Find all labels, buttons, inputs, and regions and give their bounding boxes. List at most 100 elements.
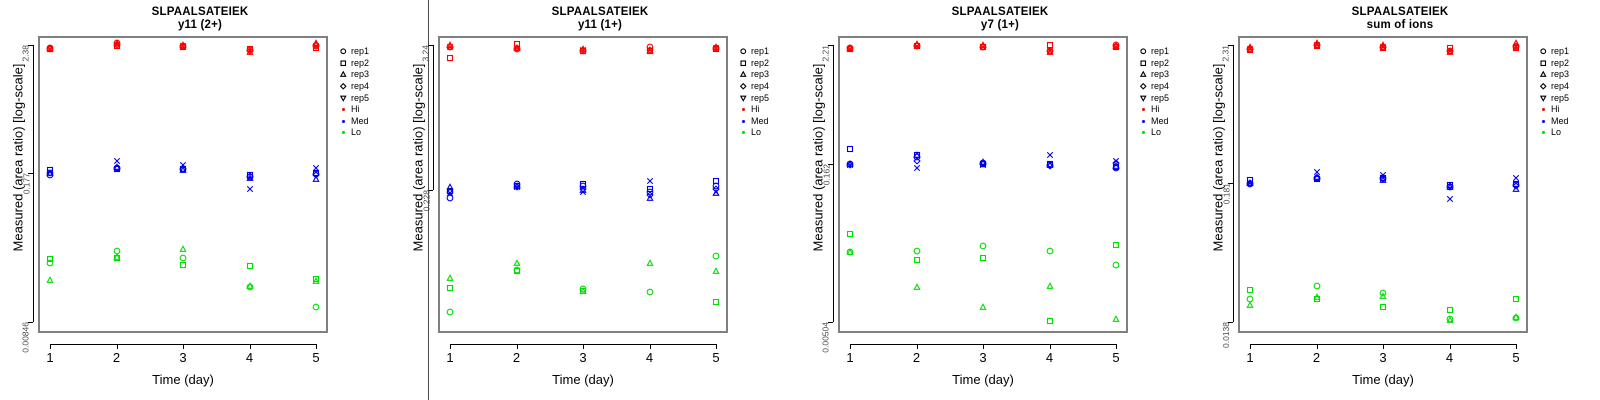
legend-item-label: rep3 bbox=[1151, 69, 1170, 80]
panel-title: SLPAALSATEIEK bbox=[951, 6, 1049, 18]
legend-item-label: rep5 bbox=[751, 92, 770, 103]
legend-item-med[interactable]: Med bbox=[1138, 116, 1198, 128]
legend-item-label: rep1 bbox=[1551, 46, 1570, 57]
legend-item-rep2[interactable]: rep2 bbox=[1538, 58, 1598, 70]
legend-item-label: rep4 bbox=[351, 81, 370, 92]
dot-icon bbox=[1538, 116, 1551, 127]
y-axis-tick bbox=[428, 190, 433, 191]
x-axis-tick-label: 1 bbox=[1246, 350, 1254, 365]
panel-subtitle: sum of ions bbox=[1366, 19, 1434, 31]
circle-icon bbox=[1538, 46, 1551, 57]
legend: rep1 rep2 rep3 rep4 rep5 Hi Med Lo bbox=[1138, 46, 1198, 139]
legend-item-rep2[interactable]: rep2 bbox=[738, 58, 798, 70]
legend: rep1 rep2 rep3 rep4 rep5 Hi Med Lo bbox=[738, 46, 798, 139]
legend-item-rep3[interactable]: rep3 bbox=[1538, 69, 1598, 81]
y-axis-tick bbox=[1228, 45, 1233, 46]
legend-item-rep3[interactable]: rep3 bbox=[1138, 69, 1198, 81]
legend-item-lo[interactable]: Lo bbox=[1538, 127, 1598, 139]
x-axis-tick-label: 2 bbox=[1312, 350, 1321, 365]
legend-item-med[interactable]: Med bbox=[1538, 116, 1598, 128]
x-axis-tick-label: 1 bbox=[46, 350, 54, 365]
legend-item-med[interactable]: Med bbox=[738, 116, 798, 128]
legend-item-label: Med bbox=[751, 115, 769, 126]
legend-item-rep2[interactable]: rep2 bbox=[338, 58, 398, 70]
y-axis-line bbox=[33, 45, 34, 322]
dot-icon bbox=[738, 104, 751, 115]
x-axis-tick bbox=[1316, 344, 1318, 349]
x-axis-tick-label: 2 bbox=[112, 350, 121, 365]
y-axis-tick-label: 0.0138 bbox=[1221, 322, 1231, 348]
panel-title: SLPAALSATEIEK bbox=[1351, 6, 1449, 18]
legend-item-rep5[interactable]: rep5 bbox=[738, 92, 798, 104]
legend-item-lo[interactable]: Lo bbox=[1138, 127, 1198, 139]
panel-title: SLPAALSATEIEK bbox=[551, 6, 649, 18]
x-axis-tick-label: 5 bbox=[712, 350, 720, 365]
legend-item-rep5[interactable]: rep5 bbox=[1138, 92, 1198, 104]
x-axis-tick-label: 5 bbox=[1112, 350, 1120, 365]
legend-item-label: Lo bbox=[1151, 127, 1162, 138]
x-axis-tick bbox=[850, 344, 851, 349]
legend-item-label: Hi bbox=[1551, 104, 1560, 115]
y-axis-tick bbox=[28, 322, 33, 323]
x-axis-tick bbox=[1250, 344, 1251, 349]
legend-item-label: rep4 bbox=[1551, 81, 1570, 92]
legend-item-rep3[interactable]: rep3 bbox=[738, 69, 798, 81]
legend-item-rep1[interactable]: rep1 bbox=[1538, 46, 1598, 58]
legend-item-rep4[interactable]: rep4 bbox=[338, 81, 398, 93]
y-axis-tick bbox=[828, 45, 833, 46]
square-icon bbox=[1138, 58, 1151, 69]
dot-icon bbox=[1138, 104, 1151, 115]
y-axis-tick bbox=[1228, 182, 1233, 184]
x-axis-tick-label: 2 bbox=[912, 350, 921, 365]
circle-icon bbox=[1138, 46, 1151, 57]
legend-item-rep4[interactable]: rep4 bbox=[1538, 81, 1598, 93]
y-axis-tick-label: 0.181 bbox=[1221, 182, 1231, 205]
x-axis-tick bbox=[716, 344, 717, 349]
legend-item-label: rep1 bbox=[351, 46, 370, 57]
x-axis-tick-label: 4 bbox=[1445, 350, 1454, 365]
legend-item-rep1[interactable]: rep1 bbox=[738, 46, 798, 58]
legend-item-lo[interactable]: Lo bbox=[338, 127, 398, 139]
x-axis-tick-label: 4 bbox=[645, 350, 654, 365]
plot-area bbox=[38, 36, 328, 333]
x-axis-tick-label: 4 bbox=[1045, 350, 1054, 365]
panel-title: SLPAALSATEIEK bbox=[151, 6, 249, 18]
legend-item-hi[interactable]: Hi bbox=[1138, 104, 1198, 116]
legend-item-label: rep1 bbox=[1151, 46, 1170, 57]
x-axis-label: Time (day) bbox=[952, 372, 1014, 387]
legend-item-rep4[interactable]: rep4 bbox=[1138, 81, 1198, 93]
legend-item-rep2[interactable]: rep2 bbox=[1138, 58, 1198, 70]
legend-item-rep5[interactable]: rep5 bbox=[1538, 92, 1598, 104]
chart-panel-4: SLPAALSATEIEK sum of ions Measured (area r… bbox=[1200, 0, 1600, 400]
legend-item-label: rep4 bbox=[751, 81, 770, 92]
y-axis-tick-label: 0.228 bbox=[421, 190, 431, 212]
legend-item-rep1[interactable]: rep1 bbox=[1138, 46, 1198, 58]
legend-item-label: rep5 bbox=[1551, 92, 1570, 103]
x-axis-tick-label: 5 bbox=[312, 350, 320, 365]
legend-item-rep5[interactable]: rep5 bbox=[338, 92, 398, 104]
square-icon bbox=[338, 58, 351, 69]
plot-area bbox=[838, 36, 1128, 333]
legend-item-label: rep2 bbox=[1151, 57, 1170, 68]
legend-item-hi[interactable]: Hi bbox=[1538, 104, 1598, 116]
x-axis-tick bbox=[249, 344, 251, 349]
legend-item-hi[interactable]: Hi bbox=[738, 104, 798, 116]
legend-item-rep4[interactable]: rep4 bbox=[738, 81, 798, 93]
x-axis-tick bbox=[1049, 344, 1051, 349]
legend-item-lo[interactable]: Lo bbox=[738, 127, 798, 139]
panel-subtitle: y7 (1+) bbox=[980, 19, 1020, 31]
y-axis-tick bbox=[828, 322, 833, 323]
legend-item-label: rep3 bbox=[751, 69, 770, 80]
triangle-up-icon bbox=[1138, 69, 1151, 80]
y-axis-tick bbox=[28, 45, 33, 46]
legend-item-rep3[interactable]: rep3 bbox=[338, 69, 398, 81]
legend-item-med[interactable]: Med bbox=[338, 116, 398, 128]
legend-item-hi[interactable]: Hi bbox=[338, 104, 398, 116]
x-axis-tick-label: 2 bbox=[512, 350, 521, 365]
panel-subtitle: y11 (2+) bbox=[177, 19, 223, 31]
triangle-up-icon bbox=[738, 69, 751, 80]
y-axis-tick bbox=[1228, 322, 1233, 323]
legend-item-rep1[interactable]: rep1 bbox=[338, 46, 398, 58]
legend-item-label: Med bbox=[1151, 115, 1169, 126]
